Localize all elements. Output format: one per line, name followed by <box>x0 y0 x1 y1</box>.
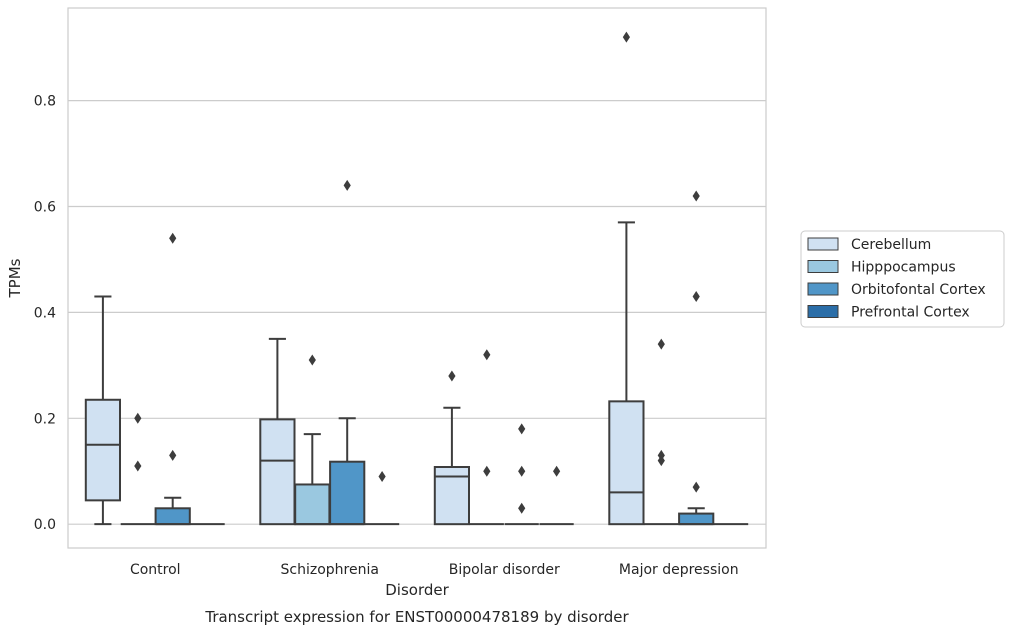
legend-frame <box>800 230 1005 328</box>
box-group <box>329 179 366 526</box>
box-group <box>678 190 715 526</box>
legend-swatch <box>807 237 839 251</box>
legend-swatch <box>807 260 839 273</box>
outlier-point <box>518 423 526 435</box>
box <box>329 460 366 526</box>
outlier-point <box>343 179 351 191</box>
box-group <box>608 31 645 526</box>
legend-label: Prefrontal Cortex <box>851 305 970 321</box>
outlier-point <box>483 465 491 477</box>
outlier-point <box>657 455 665 467</box>
box-group <box>294 354 331 526</box>
box-group <box>154 232 191 526</box>
box <box>608 400 645 526</box>
outlier-point <box>692 481 700 493</box>
box-series <box>84 31 749 526</box>
y-tick-label: 0.4 <box>34 305 56 321</box>
x-tick-label: Major depression <box>619 562 739 578</box>
y-tick-label: 0.0 <box>34 517 56 533</box>
box <box>154 507 191 526</box>
box-group <box>120 412 155 526</box>
box-group <box>259 337 296 526</box>
outlier-point <box>169 449 177 461</box>
box-group <box>504 423 539 526</box>
legend-swatch <box>807 305 839 318</box>
outlier-point <box>692 291 700 303</box>
outlier-point <box>518 465 526 477</box>
outlier-point <box>483 349 491 361</box>
box-group <box>433 370 471 526</box>
legend: Cerebellum Hipppocampus Orbitofontal Corte… <box>800 230 1005 328</box>
box-group <box>644 338 679 526</box>
box <box>84 398 122 502</box>
y-tick-label: 0.6 <box>34 200 56 216</box>
plot-area <box>67 7 767 549</box>
outlier-point <box>448 370 456 382</box>
box <box>259 418 296 526</box>
outlier-point <box>134 460 142 472</box>
outlier-point <box>518 502 526 514</box>
box-group <box>84 295 122 526</box>
y-tick-label: 0.2 <box>34 411 56 427</box>
outlier-point <box>657 338 665 350</box>
x-axis-title: Disorder <box>385 581 449 599</box>
x-tick-label: Bipolar disorder <box>449 562 560 578</box>
box-group <box>469 349 504 526</box>
outlier-point <box>308 354 316 366</box>
legend-label: Orbitofontal Cortex <box>851 282 986 298</box>
box-group <box>539 465 574 526</box>
chart-title: Transcript expression for ENST0000047818… <box>204 608 629 626</box>
x-axis: Control Schizophrenia Bipolar disorder Majo… <box>130 562 739 578</box>
x-tick-label: Schizophrenia <box>281 562 379 578</box>
box <box>678 512 715 526</box>
y-axis: 0.0 0.2 0.4 0.6 0.8 <box>34 94 56 534</box>
outlier-point <box>378 471 386 483</box>
legend-swatch <box>807 282 839 296</box>
y-tick-label: 0.8 <box>34 94 56 110</box>
y-axis-title: TPMs <box>6 258 24 298</box>
legend-label: Cerebellum <box>851 237 931 253</box>
outlier-point <box>169 232 177 244</box>
outlier-point <box>692 190 700 202</box>
x-tick-label: Control <box>130 562 181 578</box>
legend-label: Hipppocampus <box>851 260 956 276</box>
box-group <box>364 471 400 526</box>
box <box>294 483 331 526</box>
outlier-point <box>134 412 142 424</box>
outlier-point <box>622 31 630 43</box>
outlier-point <box>553 465 561 477</box>
